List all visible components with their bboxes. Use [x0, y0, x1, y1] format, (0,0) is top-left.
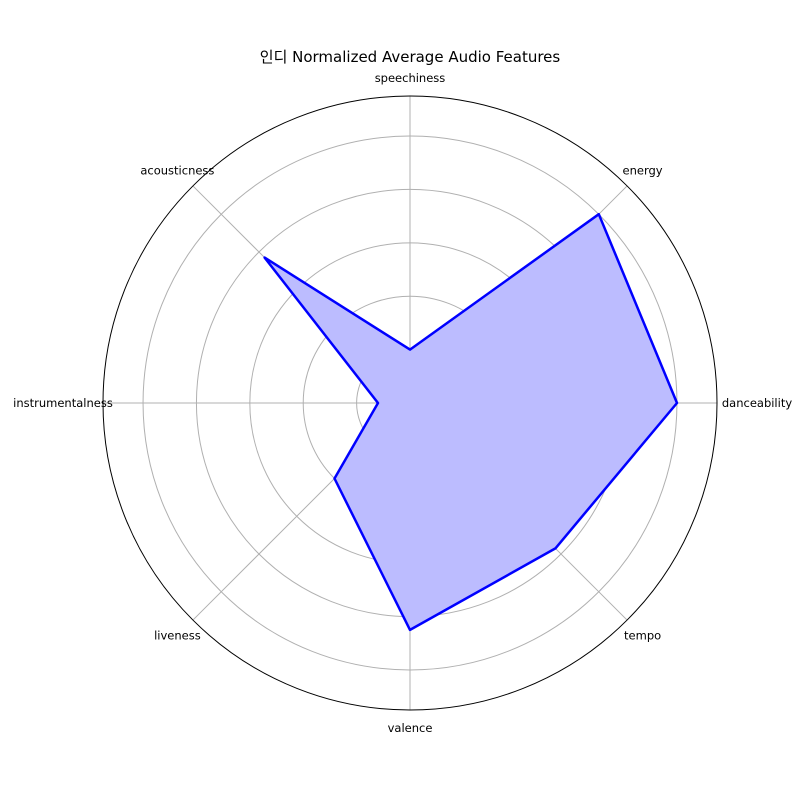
axis-label-liveness: liveness	[154, 629, 201, 643]
chart-title: 인디 Normalized Average Audio Features	[260, 48, 561, 66]
axis-label-energy: energy	[623, 163, 663, 177]
axis-label-speechiness: speechiness	[375, 71, 446, 85]
series-area-0	[264, 214, 677, 630]
axis-label-layer: danceability energy speechiness acousticnes…	[13, 71, 792, 735]
axis-label-valence: valence	[388, 721, 433, 735]
axis-label-instrumentalness: instrumentalness	[13, 396, 113, 410]
outer-frame	[102, 95, 718, 711]
axis-label-acousticness: acousticness	[140, 163, 214, 177]
data-layer	[263, 212, 679, 632]
series-line-0	[263, 212, 679, 632]
axis-label-danceability: danceability	[722, 396, 792, 410]
axis-label-tempo: tempo	[624, 629, 661, 643]
